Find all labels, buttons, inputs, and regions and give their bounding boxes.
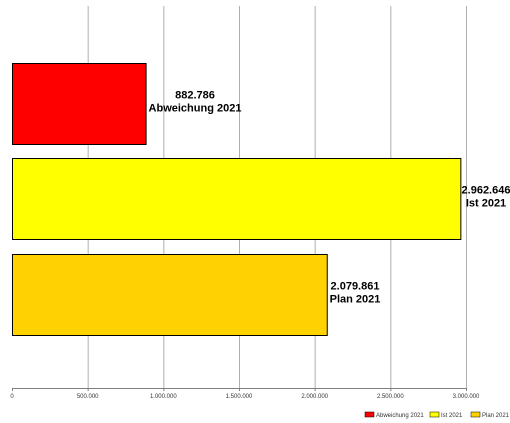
bar-ist-2021 — [12, 158, 462, 240]
bar-value-label: 2.962.646 — [462, 185, 510, 197]
x-tick-label: 0 — [10, 394, 14, 400]
x-tick-label: 2.500.000 — [377, 394, 404, 400]
legend-label: Abweichung 2021 — [376, 413, 424, 419]
x-axis-ticks: 0 500.000 1.000.000 1.500.000 2.000.000 2.500… — [10, 388, 480, 400]
x-tick-label: 500.000 — [77, 394, 99, 400]
x-tick-label: 3.000.000 — [453, 394, 480, 400]
bar-abweichung-2021 — [12, 63, 147, 145]
bar-category-label: Ist 2021 — [466, 198, 506, 210]
legend: Abweichung 2021 Ist 2021 Plan 2021 — [364, 411, 510, 419]
bar-category-label: Abweichung 2021 — [149, 103, 242, 115]
bar-category-label: Plan 2021 — [330, 294, 381, 306]
bar-value-label: 2.079.861 — [331, 281, 380, 293]
bars — [12, 63, 462, 336]
legend-swatch — [470, 411, 481, 418]
x-tick-label: 1.000.000 — [150, 394, 177, 400]
legend-swatch — [429, 411, 440, 418]
legend-label: Plan 2021 — [482, 413, 510, 419]
bar-value-label: 882.786 — [175, 90, 215, 102]
bar-plan-2021 — [12, 254, 328, 336]
legend-label: Ist 2021 — [441, 413, 463, 419]
x-tick-label: 1.500.000 — [226, 394, 253, 400]
x-tick-label: 2.000.000 — [301, 394, 328, 400]
legend-swatch — [364, 411, 375, 418]
